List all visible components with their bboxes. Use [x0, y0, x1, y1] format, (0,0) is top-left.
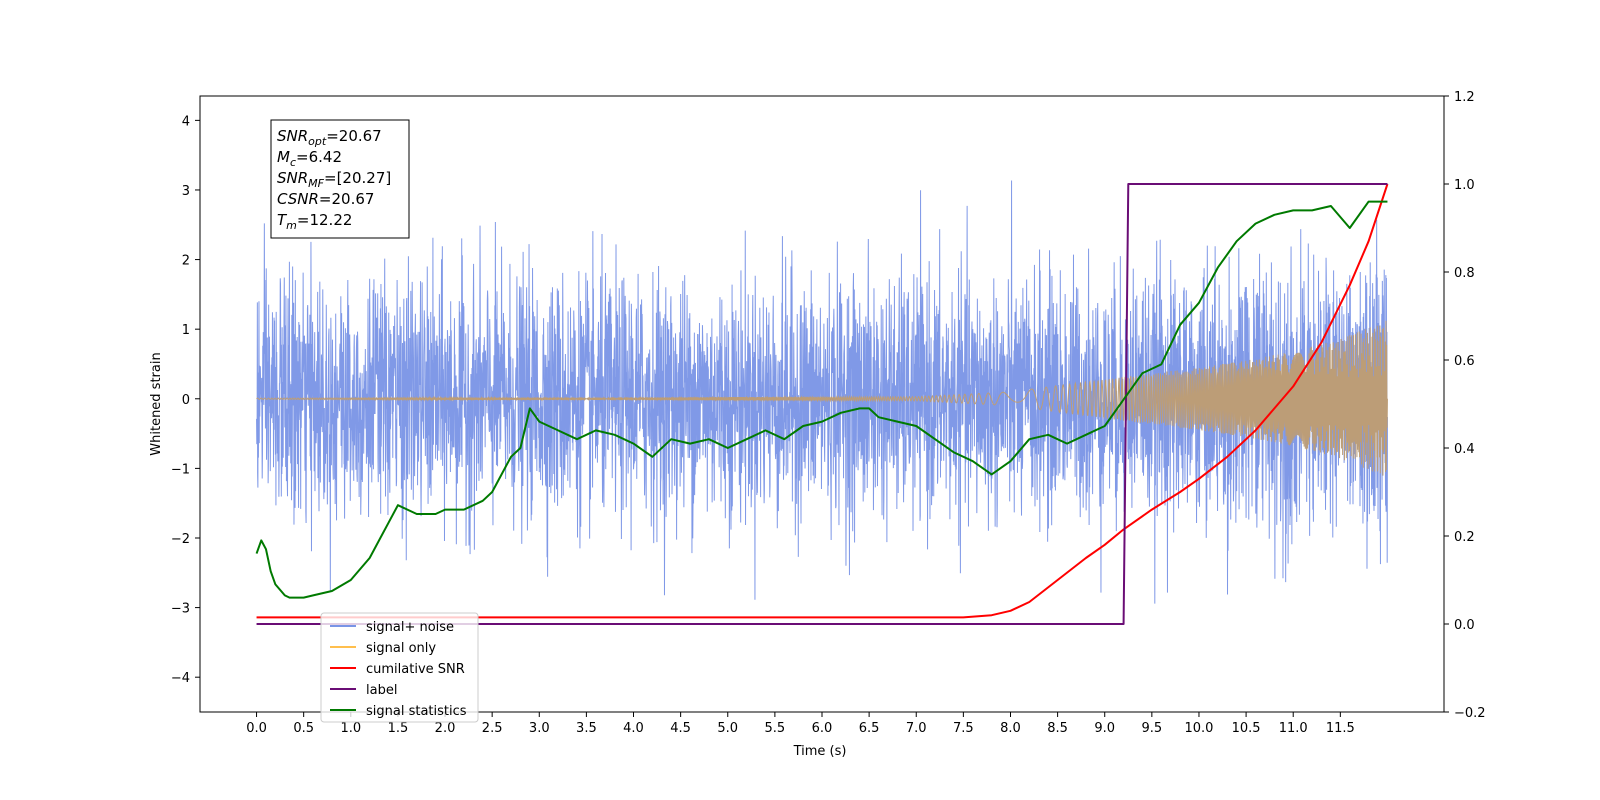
series-signal-statistics: [255, 200, 1388, 599]
y-right-tick-label: −0.2: [1454, 706, 1486, 721]
plot-series-layer: [255, 180, 1389, 625]
y-right-tick-label: 1.2: [1454, 90, 1475, 105]
info-value: =20.67: [326, 127, 382, 145]
legend-label: signal+ noise: [366, 620, 454, 635]
series-label: [256, 183, 1388, 625]
info-box: SNRopt=20.67Mc=6.42SNRMF=[20.27]CSNR=20.…: [270, 119, 410, 239]
x-tick-label: 9.0: [1094, 721, 1115, 736]
y-axis-label: Whitened strain: [149, 352, 164, 455]
info-box-line: SNRMF=[20.27]: [277, 169, 391, 190]
legend-label: label: [366, 683, 397, 698]
x-tick-label: 11.5: [1326, 721, 1355, 736]
y-left-tick-label: 0: [182, 393, 190, 408]
info-symbol: T: [277, 211, 288, 229]
y-right-tick-label: 1.0: [1454, 178, 1475, 193]
x-tick-label: 7.5: [953, 721, 974, 736]
x-tick-label: 6.5: [859, 721, 880, 736]
info-subscript: m: [286, 219, 297, 232]
legend: signal+ noise signal only cumilative SNR la…: [320, 612, 479, 723]
x-tick-label: 3.0: [529, 721, 550, 736]
y-left-tick-label: −3: [171, 602, 190, 617]
x-tick-label: 2.0: [435, 721, 456, 736]
x-tick-label: 5.5: [765, 721, 786, 736]
y-right-tick-label: 0.0: [1454, 618, 1475, 633]
series-signal-noise: [256, 180, 1388, 604]
left-y-axis-ticks: 4 3 2 1 0 −1 −2 −3 −4: [171, 114, 200, 686]
info-subscript: MF: [308, 177, 324, 190]
y-left-tick-label: −4: [171, 671, 190, 686]
x-tick-label: 4.5: [670, 721, 691, 736]
x-tick-label: 1.0: [340, 721, 361, 736]
y-right-tick-label: 0.8: [1454, 266, 1475, 281]
legend-label: cumilative SNR: [366, 662, 465, 677]
legend-label: signal only: [366, 641, 436, 656]
info-symbol: SNR: [277, 127, 308, 145]
x-tick-label: 6.0: [812, 721, 833, 736]
x-tick-label: 11.0: [1279, 721, 1308, 736]
info-value: =12.22: [297, 211, 353, 229]
x-tick-label: 0.5: [293, 721, 314, 736]
info-box-line: SNRopt=20.67: [277, 127, 382, 148]
info-box-line: CSNR=20.67: [277, 190, 374, 208]
info-symbol: SNR: [277, 169, 308, 187]
info-box-frame: [270, 119, 410, 239]
y-left-tick-label: 3: [182, 184, 190, 199]
info-box-line: Mc=6.42: [277, 148, 342, 169]
right-y-axis-ticks: 1.2 1.0 0.8 0.6 0.4 0.2 0.0 −0.2: [1444, 90, 1486, 721]
x-tick-label: 5.0: [717, 721, 738, 736]
info-subscript: c: [290, 156, 296, 169]
x-tick-label: 4.0: [623, 721, 644, 736]
x-tick-label: 7.0: [906, 721, 927, 736]
x-axis-label: Time (s): [793, 744, 847, 759]
y-right-tick-label: 0.4: [1454, 442, 1475, 457]
info-symbol: M: [277, 148, 290, 166]
legend-label: signal statistics: [366, 704, 467, 719]
y-left-tick-label: −1: [171, 462, 190, 477]
y-left-tick-label: 4: [182, 114, 190, 129]
info-value: =[20.27]: [324, 169, 391, 187]
info-subscript: opt: [308, 135, 327, 148]
info-value: =6.42: [296, 148, 342, 166]
y-right-tick-label: 0.6: [1454, 354, 1475, 369]
y-left-tick-label: −2: [171, 532, 190, 547]
y-right-tick-label: 0.2: [1454, 530, 1475, 545]
x-tick-label: 0.0: [246, 721, 267, 736]
x-tick-label: 9.5: [1142, 721, 1163, 736]
x-tick-label: 2.5: [482, 721, 503, 736]
x-tick-label: 1.5: [388, 721, 409, 736]
y-left-tick-label: 2: [182, 254, 190, 269]
series-cumulative-snr: [256, 183, 1389, 619]
y-left-tick-label: 1: [182, 323, 190, 338]
x-tick-label: 10.5: [1232, 721, 1261, 736]
info-box-line: Tm=12.22: [277, 211, 352, 232]
info-symbol: CSNR: [277, 190, 319, 208]
info-value: =20.67: [319, 190, 375, 208]
x-axis-ticks: 0.0 0.5 1.0 1.5 2.0 2.5 3.0 3.5 4.0 4.5 5.0 5.5 6.0 6…: [246, 712, 1355, 736]
legend-frame: [320, 612, 479, 723]
x-tick-label: 3.5: [576, 721, 597, 736]
x-tick-label: 8.5: [1047, 721, 1068, 736]
x-tick-label: 8.0: [1000, 721, 1021, 736]
x-tick-label: 10.0: [1184, 721, 1213, 736]
series-signal-only: [256, 320, 1388, 476]
